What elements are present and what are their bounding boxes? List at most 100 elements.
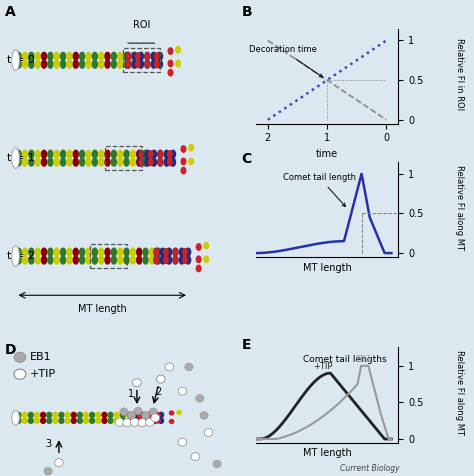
Ellipse shape (108, 412, 114, 418)
Ellipse shape (167, 150, 173, 159)
Ellipse shape (135, 60, 141, 69)
Ellipse shape (66, 256, 73, 265)
Ellipse shape (191, 453, 200, 461)
Ellipse shape (98, 248, 104, 257)
Ellipse shape (169, 419, 174, 424)
Ellipse shape (138, 158, 145, 167)
Ellipse shape (101, 412, 108, 418)
Bar (123, 48, 160, 72)
Ellipse shape (40, 417, 46, 424)
Ellipse shape (123, 51, 130, 61)
Ellipse shape (149, 248, 155, 257)
Ellipse shape (131, 60, 138, 69)
Ellipse shape (146, 417, 152, 424)
Ellipse shape (169, 410, 174, 416)
Ellipse shape (153, 256, 160, 265)
Ellipse shape (203, 242, 210, 249)
Ellipse shape (64, 412, 71, 418)
Ellipse shape (98, 149, 104, 159)
Text: ROI: ROI (133, 20, 150, 30)
Ellipse shape (172, 256, 179, 265)
Ellipse shape (46, 412, 53, 418)
Ellipse shape (73, 158, 79, 167)
Ellipse shape (157, 149, 164, 159)
Ellipse shape (126, 417, 132, 424)
Ellipse shape (160, 248, 166, 257)
Ellipse shape (34, 412, 40, 418)
Ellipse shape (110, 248, 117, 257)
Ellipse shape (54, 158, 60, 167)
Ellipse shape (91, 60, 98, 69)
Bar (16, 411, 163, 425)
Bar (106, 146, 142, 170)
Ellipse shape (60, 248, 66, 257)
Ellipse shape (54, 248, 60, 257)
Ellipse shape (46, 417, 53, 424)
Ellipse shape (181, 158, 187, 165)
Ellipse shape (91, 158, 98, 167)
Ellipse shape (91, 256, 98, 265)
Ellipse shape (179, 256, 185, 265)
Ellipse shape (58, 412, 64, 418)
Ellipse shape (66, 51, 73, 61)
Ellipse shape (60, 158, 66, 167)
Ellipse shape (83, 417, 89, 424)
Text: EB1: EB1 (30, 352, 51, 362)
Ellipse shape (123, 149, 130, 159)
Ellipse shape (188, 158, 194, 165)
Text: 2: 2 (155, 387, 162, 397)
Ellipse shape (182, 248, 188, 256)
Ellipse shape (41, 248, 47, 257)
Ellipse shape (128, 412, 134, 418)
Ellipse shape (146, 412, 152, 418)
Ellipse shape (16, 149, 22, 159)
Ellipse shape (27, 412, 34, 418)
Ellipse shape (153, 248, 160, 257)
Ellipse shape (176, 410, 182, 415)
Ellipse shape (213, 460, 221, 468)
Bar (16, 50, 161, 70)
Ellipse shape (47, 149, 54, 159)
Ellipse shape (16, 417, 22, 424)
Ellipse shape (66, 158, 73, 167)
Ellipse shape (13, 413, 18, 419)
Bar (16, 246, 189, 266)
Ellipse shape (117, 51, 123, 61)
Ellipse shape (151, 158, 157, 167)
Ellipse shape (134, 407, 142, 415)
X-axis label: time: time (316, 149, 338, 159)
Ellipse shape (157, 150, 163, 159)
Ellipse shape (110, 149, 117, 159)
Ellipse shape (181, 167, 187, 175)
Ellipse shape (71, 417, 77, 424)
Ellipse shape (95, 417, 101, 424)
Ellipse shape (175, 60, 181, 68)
Ellipse shape (35, 60, 41, 69)
Ellipse shape (196, 395, 204, 402)
Ellipse shape (120, 408, 128, 416)
Ellipse shape (104, 60, 111, 69)
Text: C: C (242, 152, 252, 166)
Ellipse shape (16, 60, 22, 69)
Text: D: D (5, 343, 16, 357)
Text: t = 2: t = 2 (7, 251, 35, 261)
Ellipse shape (130, 158, 136, 167)
Ellipse shape (139, 412, 146, 418)
Ellipse shape (16, 412, 22, 418)
Ellipse shape (14, 369, 26, 379)
Ellipse shape (41, 149, 47, 159)
Ellipse shape (130, 51, 136, 61)
Ellipse shape (108, 417, 114, 424)
Ellipse shape (138, 149, 145, 159)
Ellipse shape (145, 60, 150, 69)
Ellipse shape (22, 51, 28, 61)
Ellipse shape (137, 51, 144, 61)
Ellipse shape (164, 158, 170, 167)
Ellipse shape (98, 256, 104, 265)
Ellipse shape (170, 149, 176, 159)
Ellipse shape (21, 417, 28, 424)
Ellipse shape (158, 417, 164, 424)
Ellipse shape (104, 256, 111, 265)
Ellipse shape (13, 249, 18, 258)
Ellipse shape (85, 248, 92, 257)
